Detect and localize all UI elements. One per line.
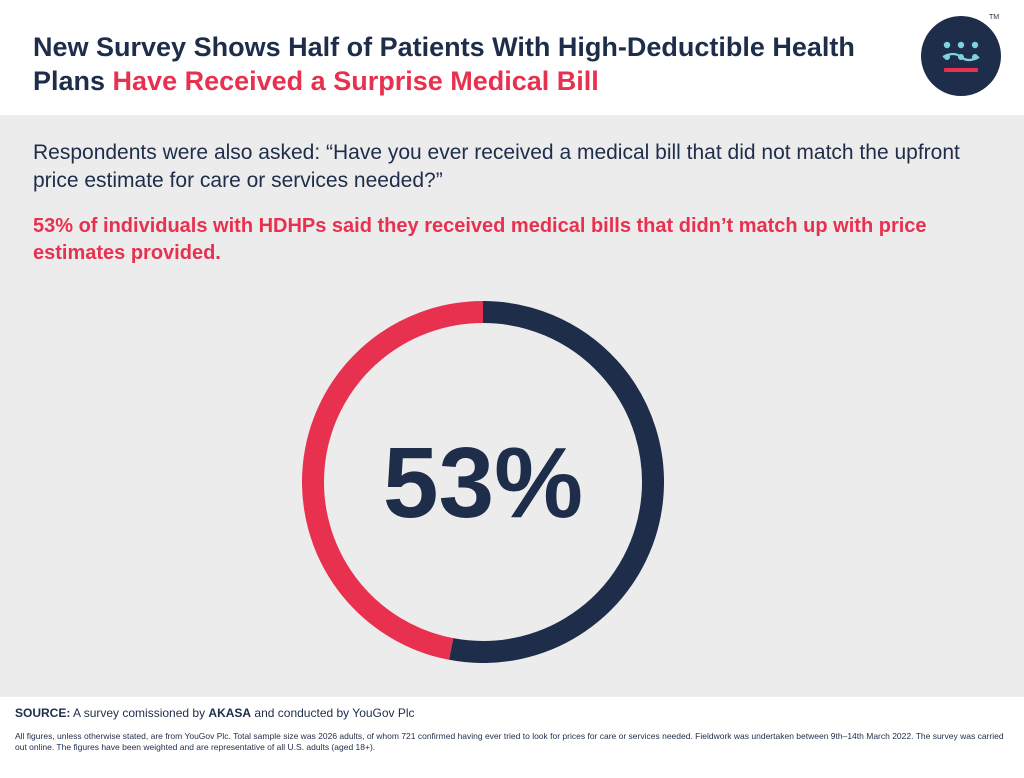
trademark-mark: TM bbox=[989, 14, 1000, 21]
donut-chart: 53% bbox=[302, 301, 664, 663]
source-line: SOURCE: A survey comissioned by AKASA an… bbox=[15, 706, 415, 720]
donut-center-label: 53% bbox=[383, 427, 583, 539]
source-text-1: A survey comissioned by bbox=[70, 706, 209, 720]
title-accent: Have Received a Surprise Medical Bill bbox=[112, 66, 599, 96]
page-title: New Survey Shows Half of Patients With H… bbox=[33, 30, 913, 98]
survey-question: Respondents were also asked: “Have you e… bbox=[33, 141, 960, 192]
content-panel: Respondents were also asked: “Have you e… bbox=[0, 115, 1024, 697]
source-label: SOURCE: bbox=[15, 706, 71, 720]
header: New Survey Shows Half of Patients With H… bbox=[0, 0, 1024, 115]
source-brand: AKASA bbox=[208, 706, 252, 720]
methodology-footnote: All figures, unless otherwise stated, ar… bbox=[15, 731, 1004, 752]
donut-segment-remainder bbox=[302, 301, 484, 660]
title-main: New Survey Shows Half of Patients With H… bbox=[33, 32, 855, 96]
akasa-logo-icon bbox=[921, 16, 1001, 96]
donut-segment-primary bbox=[449, 301, 664, 663]
footer: SOURCE: A survey comissioned by AKASA an… bbox=[0, 697, 1024, 778]
key-finding: 53% of individuals with HDHPs said they … bbox=[33, 215, 927, 264]
source-text-2: and conducted by YouGov Plc bbox=[251, 706, 415, 720]
